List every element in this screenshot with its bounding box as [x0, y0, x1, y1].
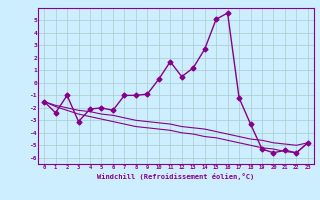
X-axis label: Windchill (Refroidissement éolien,°C): Windchill (Refroidissement éolien,°C): [97, 173, 255, 180]
